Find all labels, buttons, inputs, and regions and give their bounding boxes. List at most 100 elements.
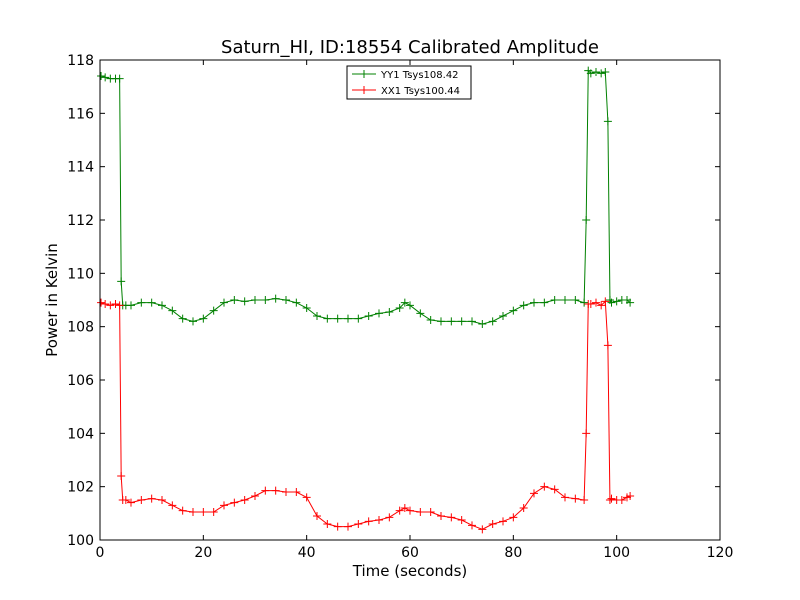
data-point (601, 297, 610, 306)
legend: YY1 Tsys108.42 XX1 Tsys100.44 (346, 65, 472, 100)
data-point (400, 504, 409, 512)
data-point (178, 506, 187, 515)
y-tick-label: 108 (67, 320, 94, 336)
data-point (106, 301, 115, 310)
data-point (282, 488, 290, 496)
data-point (240, 297, 249, 306)
data-point (426, 508, 435, 516)
data-point (406, 301, 414, 310)
data-point (137, 298, 146, 307)
data-point (540, 298, 549, 307)
data-point (519, 301, 528, 310)
legend-marker (360, 70, 368, 78)
data-point (586, 300, 595, 308)
data-point (344, 522, 352, 531)
data-point (571, 494, 580, 503)
y-tick-label: 110 (67, 266, 94, 282)
data-point (457, 317, 466, 326)
data-point (117, 277, 126, 286)
data-point (603, 341, 612, 350)
data-point (364, 517, 373, 526)
data-point (302, 304, 311, 312)
data-point (147, 494, 156, 503)
data-point (271, 294, 280, 303)
data-point (499, 312, 507, 320)
data-point (626, 298, 635, 307)
y-tick-label: 100 (67, 533, 94, 549)
data-point (488, 317, 497, 326)
x-tick-label: 20 (194, 545, 212, 561)
data-point (530, 489, 538, 498)
data-point (199, 508, 208, 516)
data-point (251, 296, 259, 304)
data-point (282, 296, 290, 304)
data-point (530, 298, 538, 307)
y-tick-label: 114 (67, 160, 94, 176)
data-point (603, 117, 612, 126)
x-tick-label: 40 (298, 545, 316, 561)
axes-layer: 0 20 40 60 80 100 120 100 102 104 106 108 110 112 114 1… (67, 53, 733, 561)
data-point (375, 309, 383, 318)
data-point (592, 298, 600, 307)
x-tick-label: 0 (96, 545, 105, 561)
data-point (333, 314, 342, 323)
data-point (115, 301, 124, 310)
data-point (509, 306, 518, 315)
data-point (127, 301, 135, 310)
data-point (468, 521, 476, 530)
data-point (117, 472, 126, 480)
data-point (582, 216, 591, 224)
data-point (354, 520, 363, 528)
data-point (313, 312, 321, 320)
data-point (437, 512, 445, 520)
data-point (261, 296, 270, 304)
y-tick-label: 112 (67, 213, 94, 229)
data-point (586, 69, 595, 78)
data-point (605, 496, 614, 504)
data-point (509, 513, 518, 522)
data-point (478, 525, 487, 534)
data-point (147, 298, 156, 307)
data-point (292, 298, 301, 307)
series-2 (97, 297, 635, 534)
data-point (168, 501, 177, 510)
data-point (97, 298, 106, 307)
data-point (101, 300, 110, 308)
data-point (127, 498, 135, 507)
data-point (121, 496, 130, 504)
data-point (271, 486, 280, 495)
data-point (601, 68, 610, 76)
data-point (416, 508, 425, 516)
data-point (416, 309, 425, 318)
y-axis-label: Power in Kelvin (43, 243, 61, 357)
data-point (115, 74, 124, 83)
series-1 (97, 66, 635, 328)
data-point (571, 296, 580, 304)
data-point (333, 522, 342, 531)
data-point (457, 516, 466, 524)
data-point (499, 517, 507, 526)
data-point (220, 298, 228, 307)
data-point (478, 320, 487, 328)
data-point (468, 317, 476, 326)
data-point (550, 485, 559, 494)
chart-title: Saturn_HI, ID:18554 Calibrated Amplitude (221, 37, 599, 58)
y-tick-label: 106 (67, 373, 94, 389)
data-point (168, 306, 177, 315)
data-point (323, 314, 332, 323)
y-tick-label: 102 (67, 480, 94, 496)
data-point (592, 68, 600, 76)
data-point (220, 501, 228, 510)
data-point (111, 300, 120, 308)
data-point (385, 308, 394, 316)
data-point (597, 69, 606, 78)
x-tick-label: 60 (401, 545, 419, 561)
data-point (240, 496, 249, 504)
data-point (580, 496, 589, 504)
data-point (400, 298, 409, 307)
data-point (550, 296, 559, 304)
data-point (209, 306, 218, 315)
y-tick-label: 104 (67, 426, 94, 442)
data-point (189, 317, 197, 326)
